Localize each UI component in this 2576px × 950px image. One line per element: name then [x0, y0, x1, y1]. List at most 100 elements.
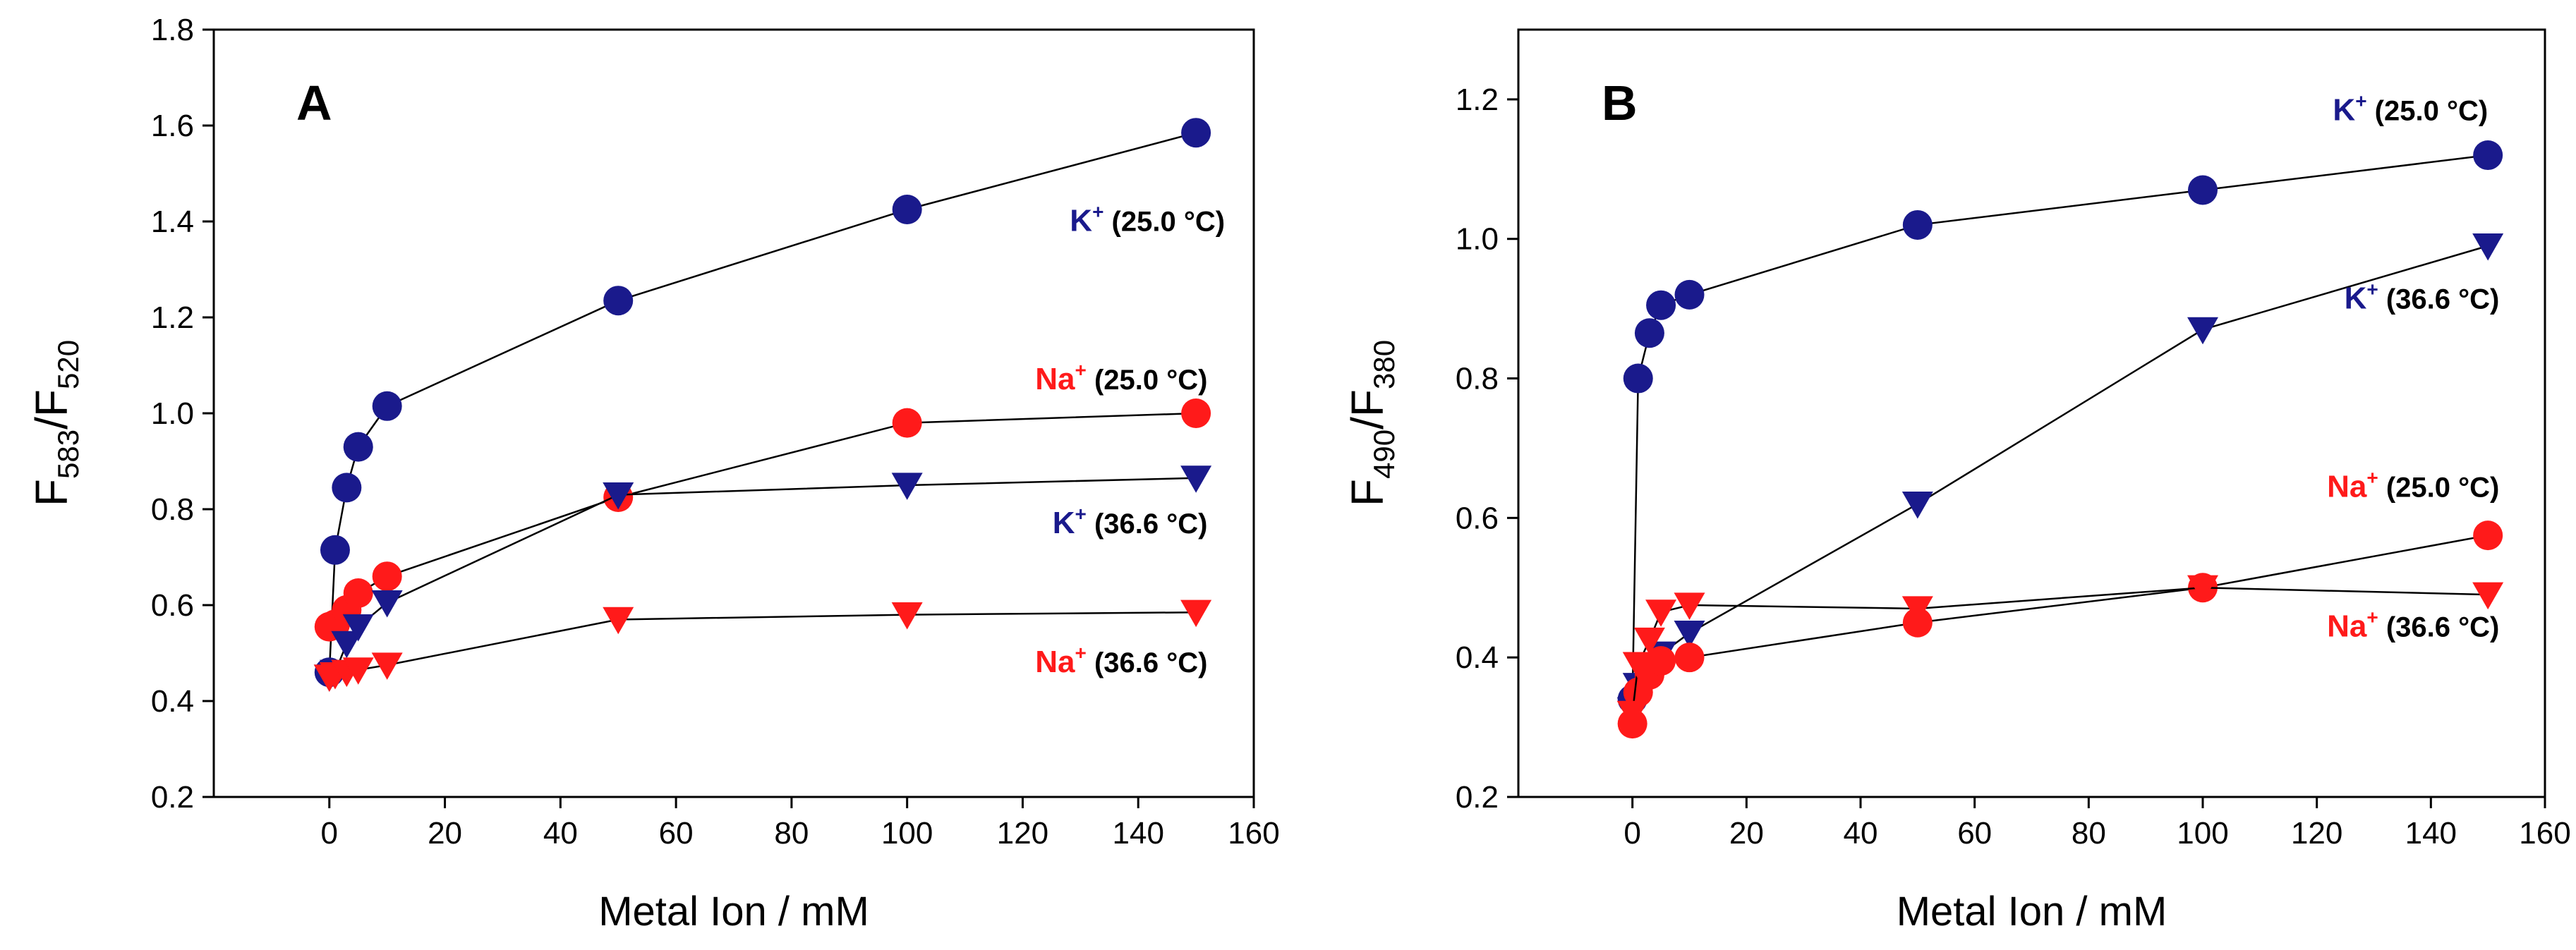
panel-a-y-axis-title-part: 520: [52, 340, 85, 389]
panel-a-series-label: Na+ (25.0 °C): [1035, 359, 1207, 396]
panel-b-data-point: [1633, 627, 1665, 655]
panel-b-series-k-circle: K+ (25.0 °C): [1617, 90, 2503, 714]
panel-a-x-tick-label: 0: [321, 816, 338, 851]
panel-a-data-point: [1181, 398, 1211, 428]
panel-a-data-point: [891, 473, 923, 500]
panel-a-y-tick-label: 1.6: [151, 109, 194, 143]
panel-b-series-na-triangle: Na+ (36.6 °C): [1616, 575, 2504, 729]
series-label-charge: +: [2366, 607, 2378, 628]
panel-a-series-label: Na+ (36.6 °C): [1035, 642, 1207, 679]
panel-a-x-axis-title: Metal Ion / mM: [598, 889, 869, 934]
panel-b-data-point: [2472, 233, 2504, 261]
panel-b-data-point: [1623, 363, 1653, 394]
series-label-charge: +: [2366, 279, 2378, 300]
panel-b-data-point: [1674, 620, 1705, 648]
series-label-ion: Na: [1035, 645, 1075, 679]
series-label-ion: Na: [2327, 470, 2367, 504]
panel-b-data-point: [1646, 646, 1676, 676]
panel-b-x-tick-label: 160: [2519, 816, 2570, 851]
panel-b-y-tick-label: 0.6: [1456, 501, 1499, 535]
panel-b-y-tick-label: 0.4: [1456, 640, 1499, 675]
panel-b-y-axis-title: F490/F380: [1342, 340, 1401, 506]
panel-b-data-point: [1674, 279, 1705, 310]
panel-b-series-line: [1631, 587, 2489, 714]
panel-a-data-point: [891, 602, 923, 630]
panel-a-data-point: [372, 391, 402, 421]
panel-b-series-label: K+ (36.6 °C): [2345, 279, 2500, 316]
panel-b-y-tick-label: 0.8: [1456, 362, 1499, 396]
series-label-charge: +: [1075, 503, 1087, 525]
panel-a-y-tick-label: 1.8: [151, 13, 194, 47]
series-label-ion: Na: [2327, 609, 2367, 644]
panel-b-x-tick-label: 40: [1844, 816, 1878, 851]
series-label-ion: K: [2345, 281, 2367, 316]
series-label-charge: +: [1075, 642, 1087, 664]
panel-b-data-point: [1901, 596, 1933, 623]
panel-a-y-tick-label: 0.6: [151, 588, 194, 623]
panel-b-data-point: [1674, 592, 1705, 620]
panel-b-data-point: [2473, 520, 2503, 551]
panel-a-series-na-triangle: Na+ (36.6 °C): [313, 599, 1212, 692]
panel-b-y-axis-title-part: /F: [1342, 389, 1393, 430]
panel-a-x-tick-label: 40: [543, 816, 578, 851]
panel-b-data-point: [1674, 643, 1705, 673]
panel-a-y-tick-label: 0.4: [151, 684, 194, 719]
panel-b-data-point: [2473, 140, 2503, 171]
panel-a-y-axis-title-part: F: [26, 479, 77, 506]
series-label-charge: +: [2355, 90, 2366, 112]
panel-a-y-axis-title: F583/F520: [26, 340, 85, 506]
series-label-ion: K: [1070, 204, 1092, 238]
panel-a-data-point: [1180, 465, 1212, 493]
series-label-charge: +: [2366, 467, 2378, 489]
panel-a-plot-frame: [212, 28, 1255, 798]
panel-a-data-point: [342, 614, 374, 642]
panel-b-x-tick-label: 20: [1729, 816, 1764, 851]
series-label-temp: (25.0 °C): [2367, 96, 2489, 127]
series-label-ion: K: [2333, 93, 2355, 128]
panel-b-series-label: Na+ (36.6 °C): [2327, 607, 2499, 644]
panel-b-x-tick-label: 140: [2405, 816, 2457, 851]
series-label-temp: (25.0 °C): [2378, 473, 2500, 504]
panel-b-x-tick-label: 80: [2072, 816, 2106, 851]
panel-b-series-na-circle: Na+ (25.0 °C): [1617, 467, 2503, 739]
panel-b-data-point: [1902, 209, 1933, 240]
panel-a-x-tick-label: 80: [774, 816, 809, 851]
panel-a-data-point: [331, 631, 363, 659]
panel-b-y-tick-label: 0.2: [1456, 780, 1499, 815]
panel-b-x-tick-label: 0: [1623, 816, 1640, 851]
panel-a-data-point: [892, 195, 922, 224]
series-label-charge: +: [1075, 359, 1087, 381]
panel-b-chart: 0 20 40 60 80 100 120 140 160 0.2 0.4 0.6 0.8 1.0 1.2 M…: [1342, 28, 2571, 934]
panel-a-chart: 0 20 40 60 80 100 120 140 160 0.2 0.4 0.6 0.8 1.0 1.2 1…: [26, 13, 1280, 934]
panel-a-letter: A: [296, 75, 332, 130]
panel-b-data-point: [1645, 599, 1677, 627]
series-label-temp: (25.0 °C): [1087, 365, 1208, 396]
panel-b-y-axis-title-part: 490: [1367, 430, 1401, 479]
panel-a-data-point: [1181, 118, 1211, 148]
panel-b-data-point: [1901, 491, 1933, 519]
panel-b-data-point: [2188, 175, 2218, 205]
panel-b-series-label: K+ (25.0 °C): [2333, 90, 2488, 128]
panel-a-data-point: [603, 482, 634, 510]
panel-a-y-tick-label: 1.2: [151, 300, 194, 335]
series-label-temp: (36.6 °C): [1087, 509, 1208, 540]
series-label-ion: K: [1053, 506, 1075, 540]
panel-a-data-point: [1180, 599, 1212, 628]
panel-a-y-axis-title-part: /F: [26, 389, 77, 430]
series-label-temp: (25.0 °C): [1103, 207, 1225, 238]
panel-a-data-point: [603, 607, 634, 635]
series-label-temp: (36.6 °C): [2378, 612, 2500, 643]
panel-a-y-axis-title-part: 583: [52, 430, 85, 479]
panel-a-x-tick-label: 60: [659, 816, 694, 851]
panel-b-series-label: Na+ (25.0 °C): [2327, 467, 2499, 504]
panel-a-y-tick-label: 1.0: [151, 396, 194, 431]
panel-b-data-point: [1646, 290, 1676, 320]
panel-a-data-point: [343, 578, 373, 608]
panel-a-series-line: [328, 131, 1197, 673]
panel-b-y-axis-title-part: 380: [1367, 340, 1401, 389]
panel-a-data-point: [332, 473, 362, 503]
series-label-temp: (36.6 °C): [1087, 647, 1208, 678]
panel-a-x-tick-label: 20: [428, 816, 462, 851]
panel-b-y-axis-title-part: F: [1342, 479, 1393, 506]
